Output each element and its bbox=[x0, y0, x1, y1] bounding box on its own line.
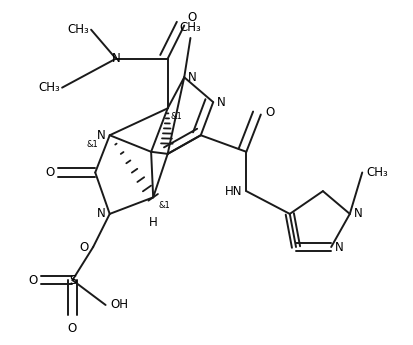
Text: O: O bbox=[28, 274, 37, 287]
Text: CH₃: CH₃ bbox=[179, 21, 201, 34]
Text: &1: &1 bbox=[158, 201, 169, 210]
Text: O: O bbox=[187, 11, 196, 24]
Text: CH₃: CH₃ bbox=[38, 81, 60, 94]
Text: CH₃: CH₃ bbox=[67, 23, 89, 36]
Text: CH₃: CH₃ bbox=[366, 166, 387, 179]
Text: O: O bbox=[68, 322, 77, 335]
Text: N: N bbox=[217, 96, 225, 109]
Text: OH: OH bbox=[110, 298, 128, 312]
Text: S: S bbox=[69, 274, 76, 287]
Text: H: H bbox=[148, 216, 157, 229]
Text: N: N bbox=[187, 71, 196, 84]
Text: N: N bbox=[97, 207, 105, 220]
Text: N: N bbox=[111, 52, 120, 65]
Text: &1: &1 bbox=[171, 112, 182, 121]
Text: N: N bbox=[353, 207, 362, 220]
Text: O: O bbox=[265, 106, 274, 119]
Text: N: N bbox=[335, 240, 343, 254]
Text: N: N bbox=[97, 129, 105, 142]
Text: O: O bbox=[45, 166, 55, 179]
Text: O: O bbox=[80, 240, 89, 254]
Text: &1: &1 bbox=[86, 140, 98, 149]
Text: HN: HN bbox=[224, 185, 242, 198]
